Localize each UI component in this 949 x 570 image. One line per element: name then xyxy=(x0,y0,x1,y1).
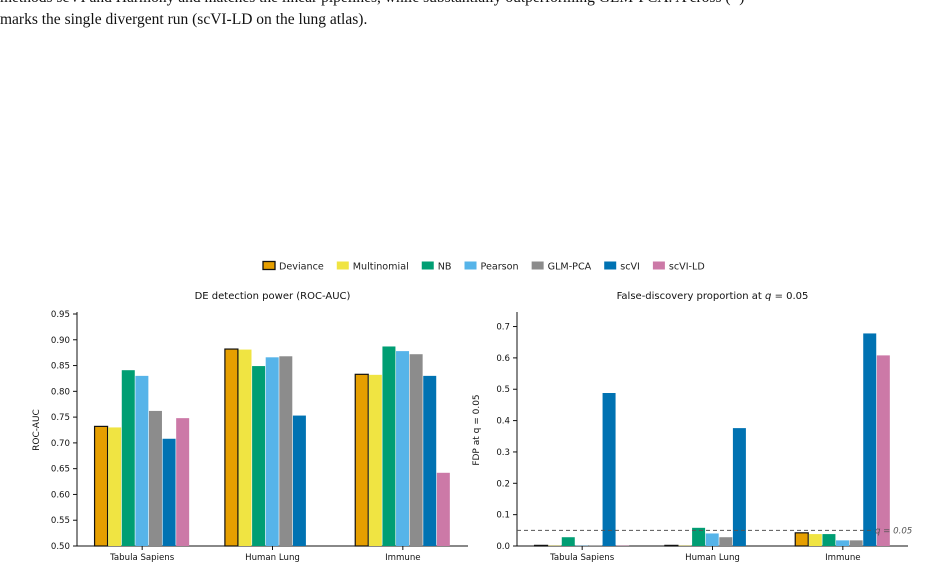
bar-scvi-human-lung xyxy=(292,415,306,546)
legend-label: Deviance xyxy=(279,262,324,273)
bar-multinomial-tabula-sapiens xyxy=(108,427,122,546)
legend-swatch-nb xyxy=(421,261,434,270)
y-tick-label: 0.95 xyxy=(51,310,70,320)
legend-label: scVI-LD xyxy=(669,262,705,273)
bar-scvi-tabula-sapiens xyxy=(602,393,616,546)
bar-deviance-human-lung xyxy=(224,348,239,547)
y-tick-label: 0.90 xyxy=(51,336,70,346)
bar-pearson-human-lung xyxy=(265,357,279,546)
caption-line-2: marks the single divergent run (scVI-LD … xyxy=(0,11,368,28)
y-tick-label: 0.1 xyxy=(496,511,510,521)
y-tick-label: 0.50 xyxy=(51,542,70,552)
legend: Deviance Multinomial NB Pearson GLM-PCA scVI s… xyxy=(262,260,705,273)
bar-glm-pca-immune xyxy=(409,354,423,546)
y-tick-label: 0.80 xyxy=(51,387,70,397)
x-tick-label: Human Lung xyxy=(685,553,740,563)
legend-swatch-multinomial xyxy=(336,261,349,270)
bar-deviance-tabula-sapiens xyxy=(93,425,109,547)
bar-multinomial-immune xyxy=(808,534,822,546)
bar-nb-tabula-sapiens xyxy=(561,537,575,546)
x-tick-label: Tabula Sapiens xyxy=(549,553,615,563)
bar-scvi-ld-immune xyxy=(436,472,450,546)
y-tick-label: 0.2 xyxy=(496,479,510,489)
legend-swatch-scvi-ld xyxy=(652,261,665,270)
bar-scvi-human-lung xyxy=(732,428,746,546)
y-tick-label: 0.65 xyxy=(51,465,70,475)
chart-fdp: False-discovery proportion at q = 0.05 0.… xyxy=(472,291,912,563)
bar-glm-pca-immune xyxy=(849,540,863,546)
bar-glm-pca-human-lung xyxy=(719,537,733,546)
y-tick-label: 0.5 xyxy=(496,385,510,395)
chart-title: DE detection power (ROC-AUC) xyxy=(195,291,351,302)
legend-label: NB xyxy=(438,262,452,273)
bar-scvi-immune xyxy=(863,333,877,546)
x-tick-label: Human Lung xyxy=(245,553,300,563)
y-tick-label: 0.70 xyxy=(51,439,70,449)
y-tick-label: 0.85 xyxy=(51,362,70,372)
legend-swatch-deviance xyxy=(262,260,276,271)
bar-pearson-immune xyxy=(836,540,850,546)
y-tick-label: 0.4 xyxy=(496,417,510,427)
y-tick-label: 0.0 xyxy=(496,542,510,552)
chart-title: False-discovery proportion at q = 0.05 xyxy=(617,291,809,302)
bar-glm-pca-human-lung xyxy=(279,356,293,546)
reference-line-label: q = 0.05 xyxy=(875,526,912,536)
bar-pearson-tabula-sapiens xyxy=(135,375,149,546)
legend-swatch-scvi xyxy=(604,261,617,270)
bar-nb-tabula-sapiens xyxy=(121,370,135,546)
legend-swatch-glm-pca xyxy=(531,261,544,270)
y-tick-label: 0.3 xyxy=(496,448,510,458)
bar-deviance-immune xyxy=(354,373,369,547)
legend-label: GLM-PCA xyxy=(548,262,592,273)
bar-nb-immune xyxy=(822,534,836,546)
bar-scvi-immune xyxy=(423,375,437,546)
bar-multinomial-human-lung xyxy=(238,349,252,546)
caption-line-1: methods scVI and Harmony and matches the… xyxy=(0,0,949,9)
y-tick-label: 0.60 xyxy=(51,490,70,500)
bar-nb-human-lung xyxy=(252,366,266,546)
bar-pearson-immune xyxy=(396,351,410,546)
y-tick-label: 0.55 xyxy=(51,516,70,526)
bar-scvi-tabula-sapiens xyxy=(162,438,176,546)
bar-scvi-ld-immune xyxy=(876,355,890,546)
x-tick-label: Immune xyxy=(825,553,860,563)
x-tick-label: Tabula Sapiens xyxy=(109,553,175,563)
y-tick-label: 0.7 xyxy=(496,323,510,333)
bar-deviance-immune xyxy=(794,532,809,547)
bar-deviance-human-lung xyxy=(664,544,679,547)
bar-pearson-human-lung xyxy=(705,533,719,546)
bar-multinomial-immune xyxy=(368,374,382,546)
y-tick-label: 0.75 xyxy=(51,413,70,423)
bar-nb-immune xyxy=(382,346,396,546)
legend-label: Pearson xyxy=(481,262,519,273)
bar-scvi-ld-tabula-sapiens xyxy=(176,418,190,546)
y-axis-label: FDP at q = 0.05 xyxy=(472,394,482,465)
x-tick-label: Immune xyxy=(385,553,420,563)
figure-caption: methods scVI and Harmony and matches the… xyxy=(0,0,949,31)
bar-deviance-tabula-sapiens xyxy=(533,544,549,547)
chart-roc-auc: DE detection power (ROC-AUC) 0.50 0.55 0.60… xyxy=(32,291,468,563)
legend-label: scVI xyxy=(620,262,640,273)
legend-label: Multinomial xyxy=(353,262,409,273)
bar-nb-human-lung xyxy=(692,527,706,546)
y-tick-label: 0.6 xyxy=(496,354,510,364)
y-axis-label: ROC-AUC xyxy=(32,409,42,451)
bar-glm-pca-tabula-sapiens xyxy=(148,410,162,546)
legend-swatch-pearson xyxy=(464,261,477,270)
